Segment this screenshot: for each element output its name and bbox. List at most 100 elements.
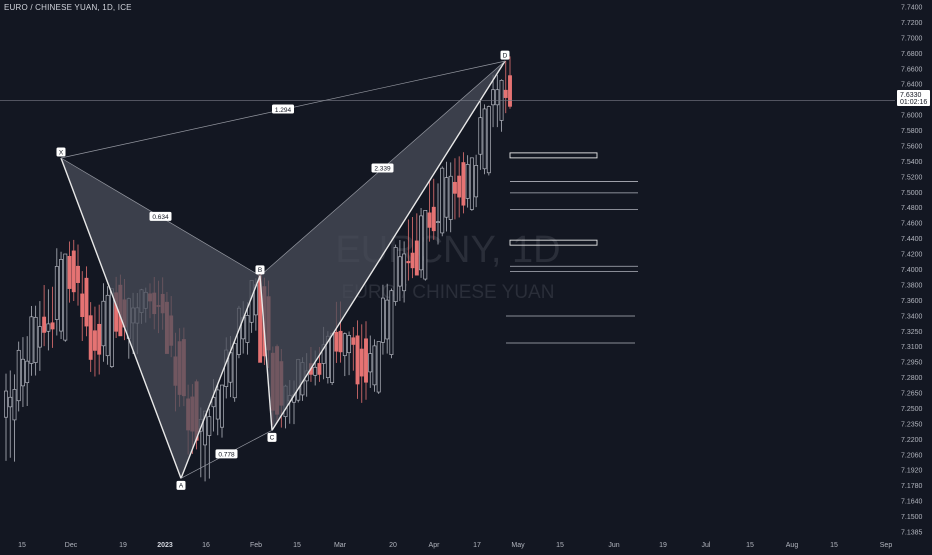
price-tick-label: 7.2500 (901, 406, 923, 413)
candle-body (406, 261, 411, 264)
candle-body (101, 300, 106, 347)
candle-body (59, 259, 64, 332)
candle-body (351, 337, 356, 345)
point-label-box (500, 50, 510, 60)
candle-body (50, 322, 55, 330)
price-tick-label: 7.5800 (901, 128, 923, 135)
price-tick-label: 7.5000 (901, 190, 923, 197)
candle-body (491, 89, 496, 106)
candle-body (228, 352, 233, 383)
candle-body (474, 165, 479, 198)
time-tick-label: Mar (334, 542, 347, 549)
time-tick-label: 17 (473, 542, 481, 549)
ratio-label-box (149, 211, 172, 221)
candle-body (423, 210, 428, 280)
price-tick-label: 7.3600 (901, 298, 923, 305)
candle-body (317, 363, 322, 375)
candle-body (71, 250, 76, 293)
time-tick-label: 19 (119, 542, 127, 549)
candle-body (440, 167, 445, 234)
candle-body (342, 333, 347, 357)
price-tick-label: 7.4200 (901, 252, 923, 259)
price-scale[interactable]: 7.74007.72007.70007.68007.66007.64007.62… (901, 5, 923, 537)
price-tick-label: 7.4800 (901, 205, 923, 212)
price-tick-label: 7.5400 (901, 159, 923, 166)
price-tick-label: 7.2650 (901, 391, 923, 398)
price-tick-label: 7.4400 (901, 236, 923, 243)
target-zone-box (509, 239, 598, 246)
time-tick-label: Dec (65, 542, 78, 549)
price-tick-label: 7.2800 (901, 375, 923, 382)
price-tick-label: 7.1500 (901, 514, 923, 521)
time-tick-label: May (511, 542, 525, 549)
price-tick-label: 7.2200 (901, 437, 923, 444)
candle-body (368, 353, 373, 373)
candle-body (457, 175, 462, 198)
candle-body (380, 297, 385, 343)
time-tick-label: Sep (880, 542, 893, 549)
price-tick-label: 7.6800 (901, 51, 923, 58)
time-tick-label: 15 (830, 542, 838, 549)
pattern-xab-fill (61, 157, 260, 479)
candle-body (76, 265, 80, 283)
candle-body (482, 108, 487, 170)
time-tick-label: Feb (250, 542, 262, 549)
candle-body (478, 117, 483, 155)
ratio-label-ratio_ac: 0.778 (218, 452, 235, 459)
candle-body (436, 221, 440, 223)
candle-body (334, 331, 339, 352)
candle-body (410, 252, 415, 269)
ratio-label-box (272, 104, 294, 114)
candle-body (215, 389, 220, 420)
ratio-label-ratio_bd: 2.339 (374, 166, 391, 173)
time-scale[interactable]: 15 Dec 19 2023 16 Feb 15 Mar 20 Apr 17 May 15 Jun 19 Ju… (18, 542, 892, 549)
candle-body (37, 326, 42, 348)
level-lines-layer[interactable] (506, 152, 638, 344)
price-tick-label: 7.2350 (901, 421, 923, 428)
candle-body (33, 316, 38, 363)
price-tick-label: 7.7000 (901, 35, 923, 42)
price-tick-label: 7.6000 (901, 113, 923, 120)
price-tick-label: 7.1920 (901, 468, 923, 475)
point-label-b: B (258, 267, 262, 274)
candle-body (46, 323, 51, 332)
point-label-x: X (59, 149, 64, 156)
watermark-description: EURO / CHINESE YUAN (342, 282, 555, 303)
price-tick-label: 7.3250 (901, 329, 923, 336)
ratio-label-box (215, 449, 238, 459)
candle-body (385, 299, 390, 340)
price-tick-label: 7.4000 (901, 267, 923, 274)
candle-body (245, 315, 250, 343)
symbol-title: EURO / CHINESE YUAN, 1D, ICE (4, 3, 132, 12)
candle-body (503, 89, 508, 98)
time-tick-label: Jul (702, 542, 711, 549)
price-tick-label: 7.7400 (901, 5, 923, 12)
candle-body (12, 389, 17, 421)
candle-body (63, 253, 68, 341)
candle-body (232, 343, 237, 399)
harmonic-pattern-layer[interactable]: 0.634 0.778 2.339 1.294 X A B C D (56, 50, 510, 490)
time-tick-label: Aug (786, 542, 799, 549)
candle-body (376, 341, 381, 393)
price-tick-label: 7.3800 (901, 282, 923, 289)
candle-body (8, 396, 13, 408)
candle-body (67, 256, 72, 289)
candle-body (80, 293, 85, 317)
candle-body (448, 175, 453, 220)
price-tick-label: 7.5600 (901, 143, 923, 150)
price-tick-label: 7.2060 (901, 452, 923, 459)
last-price-badge (897, 90, 930, 106)
price-tick-label: 7.4600 (901, 221, 923, 228)
pattern-leg-ab (180, 275, 261, 479)
candle-body (444, 177, 449, 218)
candle-body (338, 330, 343, 353)
price-tick-label: 7.5200 (901, 174, 923, 181)
price-tick-label: 7.1780 (901, 483, 923, 490)
candle-body (393, 247, 398, 302)
pattern-bcd-fill (260, 61, 505, 431)
candle-body (4, 390, 8, 418)
candle-body (486, 106, 491, 174)
candle-body (465, 164, 470, 199)
